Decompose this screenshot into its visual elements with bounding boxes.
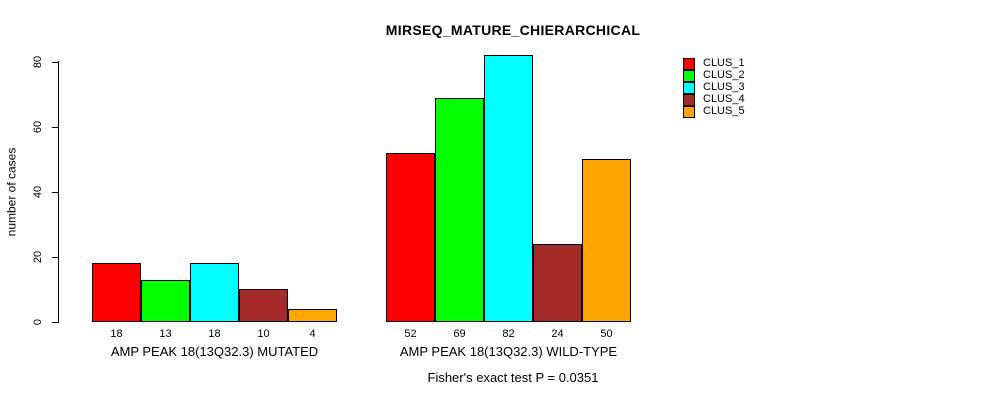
- legend-label: CLUS_5: [703, 105, 745, 117]
- legend: CLUS_1 CLUS_2 CLUS_3 CLUS_4 CLUS_5: [683, 57, 745, 118]
- bar-clus_1: [92, 263, 141, 322]
- bar-value-label: 13: [159, 328, 172, 340]
- category-label: AMP PEAK 18(13Q32.3) MUTATED: [110, 344, 319, 359]
- legend-label: CLUS_3: [703, 81, 745, 93]
- bar-value-label: 24: [551, 328, 564, 340]
- bar-value-label: 4: [309, 328, 316, 340]
- legend-item: CLUS_1: [683, 57, 745, 70]
- bar-clus_2: [141, 280, 190, 322]
- bar-value-label: 18: [110, 328, 123, 340]
- y-axis-label-box: number of cases: [0, 62, 22, 322]
- bar-value-label: 18: [208, 328, 221, 340]
- y-axis-tick: [52, 322, 58, 323]
- bar-value-label: 52: [404, 328, 417, 340]
- y-axis-tick: [52, 62, 58, 63]
- legend-label: CLUS_2: [703, 69, 745, 81]
- bar-value-label: 50: [600, 328, 613, 340]
- legend-item: CLUS_2: [683, 69, 745, 82]
- bar-clus_4: [239, 289, 288, 322]
- y-axis-tick-label: 20: [32, 250, 44, 264]
- bar-value-label: 69: [453, 328, 466, 340]
- bar-clus_4: [533, 244, 582, 322]
- bar-value-label: 10: [257, 328, 270, 340]
- bar-clus_5: [288, 309, 337, 322]
- bar-value-label: 82: [502, 328, 515, 340]
- legend-swatch-icon: [683, 69, 695, 82]
- bar-clus_5: [582, 159, 631, 322]
- bar-clus_3: [484, 55, 533, 322]
- y-axis-line: [58, 61, 59, 323]
- bar-clus_2: [435, 98, 484, 322]
- chart-title: MIRSEQ_MATURE_CHIERARCHICAL: [385, 22, 641, 38]
- fisher-test-note: Fisher's exact test P = 0.0351: [427, 370, 599, 385]
- legend-swatch-icon: [683, 93, 695, 106]
- bar-clus_1: [386, 153, 435, 322]
- legend-item: CLUS_5: [683, 105, 745, 118]
- y-axis-tick-label: 60: [32, 120, 44, 134]
- y-axis-tick-label: 40: [32, 185, 44, 199]
- y-axis-tick-label: 0: [32, 318, 44, 326]
- legend-item: CLUS_4: [683, 93, 745, 106]
- legend-label: CLUS_4: [703, 93, 745, 105]
- y-axis-tick: [52, 192, 58, 193]
- bar-clus_3: [190, 263, 239, 322]
- y-axis-label: number of cases: [4, 147, 18, 237]
- y-axis-tick: [52, 127, 58, 128]
- legend-label: CLUS_1: [703, 57, 745, 69]
- y-axis-tick-label: 80: [32, 55, 44, 69]
- y-axis-tick: [52, 257, 58, 258]
- legend-swatch-icon: [683, 105, 695, 118]
- legend-item: CLUS_3: [683, 81, 745, 94]
- category-label: AMP PEAK 18(13Q32.3) WILD-TYPE: [399, 344, 618, 359]
- legend-swatch-icon: [683, 57, 695, 70]
- legend-swatch-icon: [683, 81, 695, 94]
